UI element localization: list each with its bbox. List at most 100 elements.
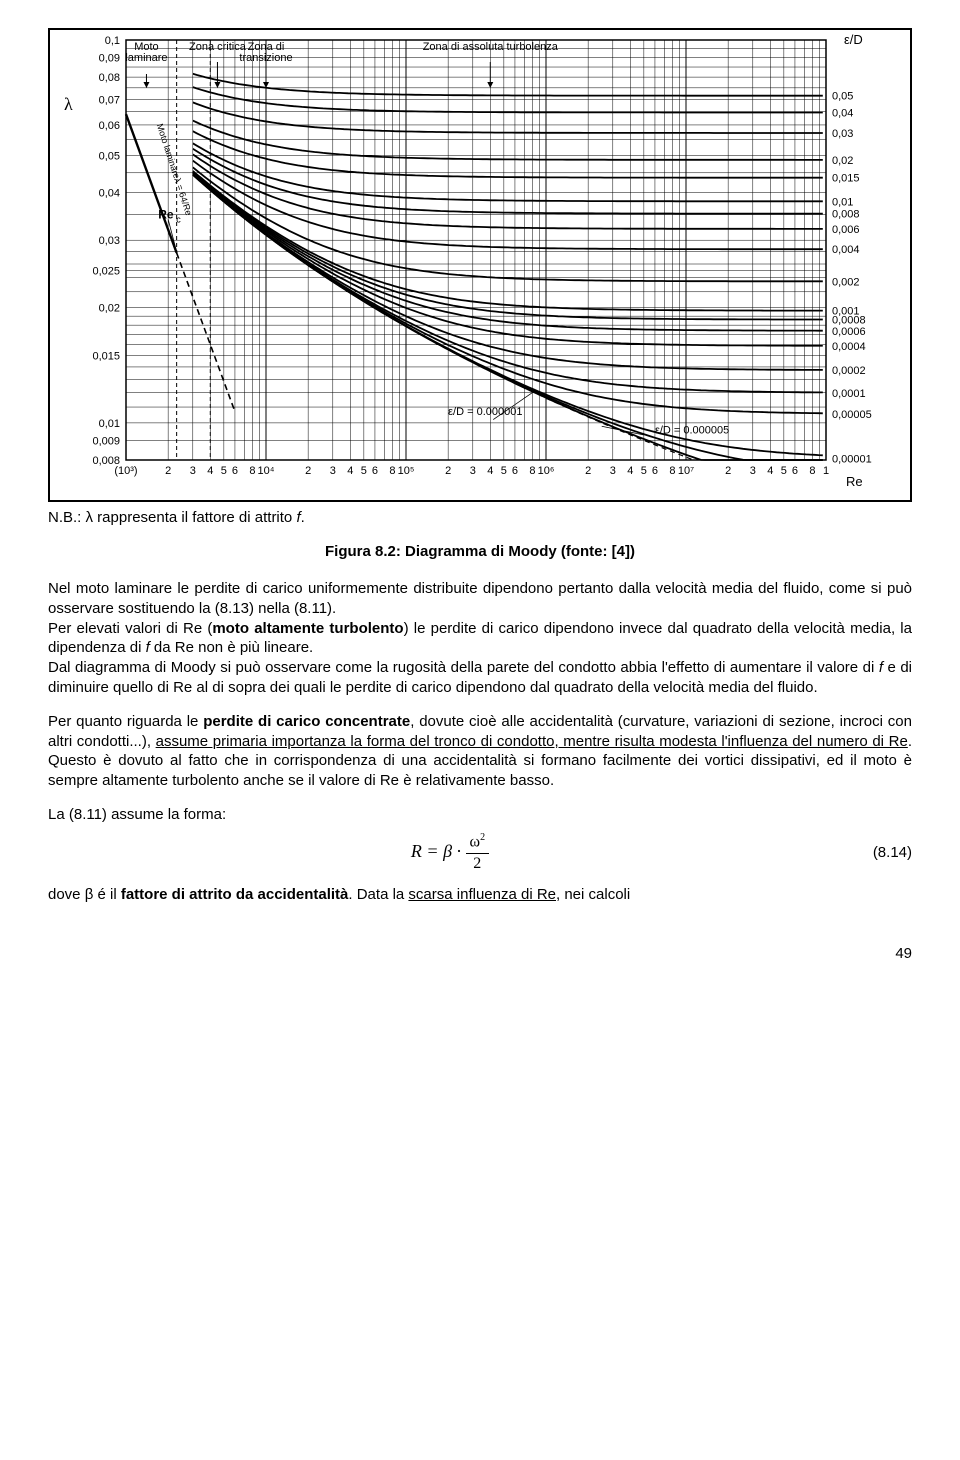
svg-text:5: 5 bbox=[361, 465, 367, 477]
p1c-pre: Dal diagramma di Moody si può osservare … bbox=[48, 659, 879, 676]
svg-text:λ: λ bbox=[64, 94, 73, 114]
svg-text:0,09: 0,09 bbox=[99, 53, 120, 65]
svg-text:0,02: 0,02 bbox=[99, 303, 120, 315]
svg-text:8: 8 bbox=[529, 465, 535, 477]
svg-text:0,00005: 0,00005 bbox=[832, 409, 872, 421]
p4-post: , nei calcoli bbox=[556, 886, 630, 903]
svg-text:2: 2 bbox=[445, 465, 451, 477]
svg-text:6: 6 bbox=[512, 465, 518, 477]
svg-text:2: 2 bbox=[165, 465, 171, 477]
svg-text:ε/D: ε/D bbox=[844, 32, 863, 47]
svg-text:0,0006: 0,0006 bbox=[832, 326, 866, 338]
p2-u1: assume primaria importanza la forma del … bbox=[156, 733, 908, 750]
p4-mid: . Data la bbox=[348, 886, 408, 903]
svg-text:3: 3 bbox=[470, 465, 476, 477]
svg-text:0,025: 0,025 bbox=[92, 266, 120, 278]
eq-numerator: ω2 bbox=[466, 831, 490, 854]
svg-text:0,03: 0,03 bbox=[832, 128, 853, 140]
svg-text:3: 3 bbox=[750, 465, 756, 477]
svg-text:5: 5 bbox=[501, 465, 507, 477]
p1b-post2: da Re non è più lineare. bbox=[150, 639, 313, 656]
svg-text:2: 2 bbox=[585, 465, 591, 477]
page-number: 49 bbox=[48, 944, 912, 964]
svg-text:0,01: 0,01 bbox=[832, 196, 853, 208]
svg-text:5: 5 bbox=[641, 465, 647, 477]
figure-caption: Figura 8.2: Diagramma di Moody (fonte: [… bbox=[48, 542, 912, 562]
svg-text:Re: Re bbox=[846, 474, 863, 489]
svg-text:Re: Re bbox=[158, 208, 174, 222]
svg-text:6: 6 bbox=[652, 465, 658, 477]
svg-text:0,00001: 0,00001 bbox=[832, 454, 872, 466]
svg-text:0,0002: 0,0002 bbox=[832, 365, 866, 377]
svg-text:3: 3 bbox=[330, 465, 336, 477]
paragraph-1: Nel moto laminare le perdite di carico u… bbox=[48, 579, 912, 698]
svg-text:0,015: 0,015 bbox=[832, 173, 860, 185]
paragraph-3: La (8.11) assume la forma: bbox=[48, 805, 912, 825]
svg-text:4: 4 bbox=[347, 465, 353, 477]
svg-text:0,008: 0,008 bbox=[832, 209, 860, 221]
svg-text:3: 3 bbox=[190, 465, 196, 477]
svg-text:0,006: 0,006 bbox=[832, 224, 860, 236]
moody-diagram-chart: 0,10,090,080,070,060,050,040,030,0250,02… bbox=[48, 28, 912, 502]
eq-denominator: 2 bbox=[466, 854, 490, 875]
svg-text:4: 4 bbox=[207, 465, 213, 477]
eq-omega: ω bbox=[470, 833, 481, 850]
svg-text:0,009: 0,009 bbox=[92, 435, 120, 447]
svg-text:5: 5 bbox=[221, 465, 227, 477]
svg-text:4: 4 bbox=[487, 465, 493, 477]
svg-text:3: 3 bbox=[610, 465, 616, 477]
svg-text:10⁵: 10⁵ bbox=[398, 465, 415, 477]
svg-text:0,002: 0,002 bbox=[832, 276, 860, 288]
nb-note: N.B.: λ rappresenta il fattore di attrit… bbox=[48, 508, 912, 528]
eq-exp: 2 bbox=[480, 832, 485, 843]
svg-text:6: 6 bbox=[372, 465, 378, 477]
svg-text:0,05: 0,05 bbox=[832, 91, 853, 103]
equation-8-14: R = β · ω2 2 bbox=[48, 831, 852, 875]
nb-text: N.B.: λ rappresenta il fattore di attrit… bbox=[48, 509, 296, 526]
paragraph-4: dove β é il fattore di attrito da accide… bbox=[48, 885, 912, 905]
svg-text:0,01: 0,01 bbox=[99, 418, 120, 430]
svg-text:6: 6 bbox=[232, 465, 238, 477]
svg-text:10⁶: 10⁶ bbox=[538, 465, 555, 477]
svg-text:8: 8 bbox=[249, 465, 255, 477]
paragraph-2: Per quanto riguarda le perdite di carico… bbox=[48, 712, 912, 791]
svg-text:0,07: 0,07 bbox=[99, 94, 120, 106]
svg-text:4: 4 bbox=[767, 465, 773, 477]
svg-text:10⁷: 10⁷ bbox=[678, 465, 694, 477]
equation-number: (8.14) bbox=[852, 843, 912, 863]
svg-text:transizione: transizione bbox=[239, 52, 292, 64]
p1a: Nel moto laminare le perdite di carico u… bbox=[48, 580, 912, 617]
svg-text:Zona critica: Zona critica bbox=[189, 41, 247, 53]
svg-text:c: c bbox=[176, 215, 181, 225]
svg-text:(10³): (10³) bbox=[114, 465, 137, 477]
svg-text:1: 1 bbox=[823, 465, 829, 477]
svg-text:0,04: 0,04 bbox=[832, 107, 853, 119]
svg-text:0,08: 0,08 bbox=[99, 72, 120, 84]
svg-text:0,015: 0,015 bbox=[92, 350, 120, 362]
svg-text:Moto laminareλ = 64/Re: Moto laminareλ = 64/Re bbox=[155, 122, 194, 216]
svg-text:ε/D = 0.000005: ε/D = 0.000005 bbox=[655, 424, 729, 436]
p1b-pre: Per elevati valori di Re ( bbox=[48, 620, 212, 637]
p1b-bold: moto altamente turbolento bbox=[212, 620, 403, 637]
svg-text:0,05: 0,05 bbox=[99, 150, 120, 162]
p4-bold: fattore di attrito da accidentalità bbox=[121, 886, 349, 903]
svg-text:8: 8 bbox=[669, 465, 675, 477]
svg-text:4: 4 bbox=[627, 465, 633, 477]
eq-lhs: R = β · bbox=[411, 841, 461, 861]
svg-text:0,02: 0,02 bbox=[832, 155, 853, 167]
svg-text:5: 5 bbox=[781, 465, 787, 477]
p4-pre: dove β é il bbox=[48, 886, 121, 903]
svg-text:2: 2 bbox=[725, 465, 731, 477]
svg-text:8: 8 bbox=[809, 465, 815, 477]
svg-text:Zona di assoluta turbolenza: Zona di assoluta turbolenza bbox=[423, 41, 559, 53]
svg-text:0,004: 0,004 bbox=[832, 244, 860, 256]
svg-text:0,04: 0,04 bbox=[99, 187, 120, 199]
svg-text:0,0004: 0,0004 bbox=[832, 341, 866, 353]
svg-text:0,03: 0,03 bbox=[99, 235, 120, 247]
svg-text:2: 2 bbox=[305, 465, 311, 477]
svg-text:6: 6 bbox=[792, 465, 798, 477]
svg-text:0,06: 0,06 bbox=[99, 120, 120, 132]
nb-suffix: . bbox=[301, 509, 305, 526]
p4-u: scarsa influenza di Re bbox=[408, 886, 556, 903]
svg-text:8: 8 bbox=[389, 465, 395, 477]
